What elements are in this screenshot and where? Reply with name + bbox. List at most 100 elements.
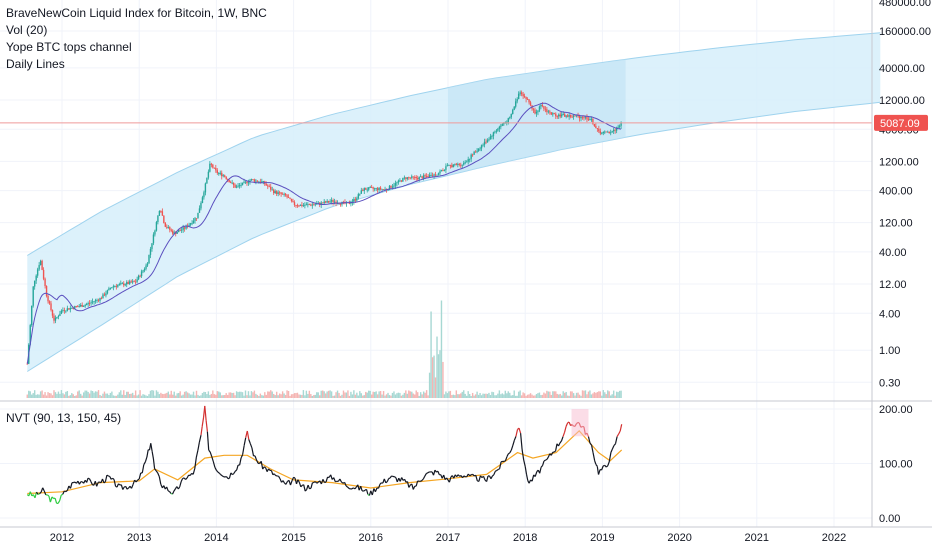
volume-bar [217, 391, 218, 398]
candle-body [323, 202, 324, 204]
volume-bar [102, 394, 103, 398]
volume-bar [372, 392, 373, 398]
volume-bar [178, 393, 179, 398]
candle-body [52, 310, 53, 316]
candle-body [462, 165, 463, 166]
volume-bar [552, 391, 553, 398]
volume-bar [459, 394, 460, 398]
candle-body [273, 190, 274, 193]
candle-body [242, 183, 243, 186]
volume-bar [358, 395, 359, 398]
candle-body [304, 205, 305, 206]
volume-bar [370, 391, 371, 398]
volume-bar [139, 390, 140, 398]
candle-body [423, 175, 424, 178]
candle-body [87, 303, 88, 304]
volume-bar [460, 393, 461, 398]
volume-bar [462, 392, 463, 398]
candle-body [413, 176, 414, 177]
volume-bar [83, 392, 84, 398]
x-tick-label: 2022 [822, 532, 846, 544]
candle-body [163, 216, 164, 223]
volume-bar [503, 394, 504, 398]
candle-body [248, 182, 249, 183]
candle-body [478, 149, 479, 151]
volume-bar [79, 390, 80, 398]
volume-bar [40, 391, 41, 398]
volume-bar [245, 390, 246, 398]
volume-bar [147, 396, 148, 398]
volume-bar [384, 396, 385, 398]
candle-body [392, 187, 393, 188]
candle-body [165, 223, 166, 227]
volume-bar [142, 394, 143, 398]
volume-bar [537, 393, 538, 398]
volume-bar [236, 391, 237, 398]
volume-bar [116, 396, 117, 398]
volume-bar [61, 390, 62, 398]
volume-bar [120, 390, 121, 398]
volume-bar [129, 394, 130, 398]
volume-bar [453, 395, 454, 398]
volume-bar [577, 393, 578, 398]
candle-body [107, 290, 108, 293]
volume-bar [289, 396, 290, 398]
volume-bar [607, 390, 608, 398]
volume-bar [86, 391, 87, 398]
candle-body [329, 202, 330, 203]
candle-body [283, 194, 284, 195]
candle-body [225, 177, 226, 179]
volume-bar [582, 390, 583, 398]
candle-body [135, 282, 136, 283]
volume-bar [90, 391, 91, 398]
volume-bar [110, 393, 111, 398]
volume-bar [470, 396, 471, 398]
volume-bar [89, 394, 90, 398]
volume-bar [220, 392, 221, 398]
volume-bar [144, 395, 145, 398]
volume-bar [583, 391, 584, 398]
volume-bar [364, 395, 365, 398]
candle-body [224, 175, 225, 176]
volume-bar [451, 395, 452, 398]
volume-bar [212, 390, 213, 398]
volume-bar [206, 394, 207, 398]
candle-body [154, 231, 155, 235]
nvt-segment [317, 482, 319, 483]
candle-body [514, 107, 515, 110]
candle-body [420, 176, 421, 177]
candle-body [499, 127, 500, 129]
nvt-segment [544, 460, 546, 461]
x-tick-label: 2012 [50, 532, 74, 544]
volume-bar [427, 395, 428, 398]
candle-body [491, 136, 492, 137]
volume-bar [126, 392, 127, 398]
volume-bar [258, 396, 259, 398]
volume-bar [512, 395, 513, 398]
candle-body [162, 211, 163, 215]
candle-body [384, 189, 385, 190]
volume-bar [586, 394, 587, 398]
nvt-segment [364, 490, 365, 491]
candle-body [408, 177, 409, 178]
candle-body [404, 178, 405, 179]
volume-bar [527, 395, 528, 398]
candle-body [558, 115, 559, 117]
legend-channel: Yope BTC tops channel [6, 40, 267, 54]
candle-body [589, 119, 590, 120]
candle-body [237, 186, 238, 187]
candle-body [110, 288, 111, 289]
volume-bar [123, 390, 124, 398]
volume-bar [237, 392, 238, 398]
candle-body [454, 164, 455, 165]
candle-body [157, 216, 158, 222]
candle-body [405, 178, 406, 179]
volume-bar [267, 391, 268, 398]
volume-bar [163, 394, 164, 398]
candle-body [313, 204, 314, 205]
volume-bar [87, 392, 88, 398]
nvt-high-zone [572, 409, 589, 436]
chart-title: BraveNewCoin Liquid Index for Bitcoin, 1… [6, 6, 267, 20]
candle-body [62, 310, 63, 311]
candle-body [493, 132, 494, 136]
